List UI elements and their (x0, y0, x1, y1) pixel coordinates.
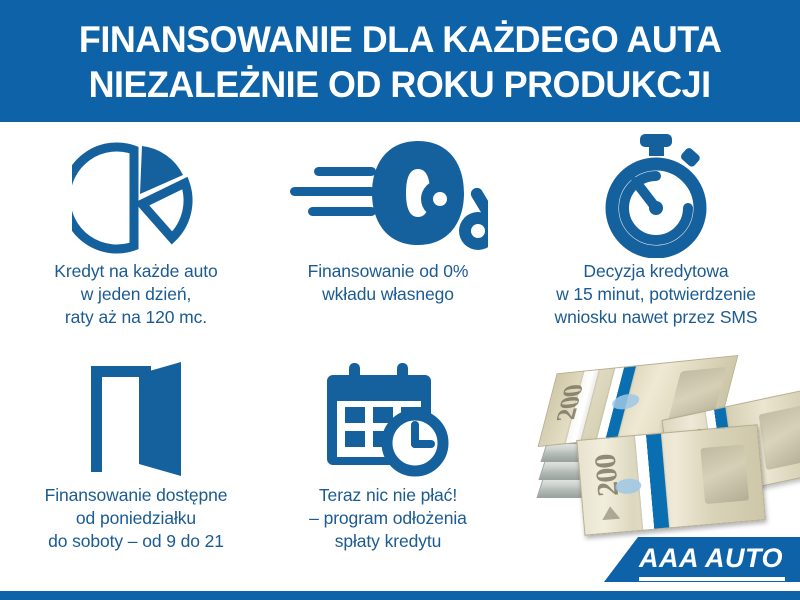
caption-line: wniosku nawet przez SMS (554, 307, 758, 327)
caption-line: w jeden dzień, (80, 284, 192, 304)
caption-line: Finansowanie dostępne (44, 485, 228, 505)
zero-percent-icon (288, 130, 488, 260)
caption-line: spłaty kredytu (334, 531, 442, 551)
banknote-bundle-front: 200 (576, 424, 766, 536)
caption-line: Finansowanie od 0% (307, 261, 469, 281)
feature-decision-time-caption: Decyzja kredytowa w 15 minut, potwierdze… (555, 260, 758, 329)
caption-line: – program odłożenia (309, 508, 467, 528)
bottom-accent-bar (0, 591, 800, 600)
feature-credit: Kredyt na każde auto w jeden dzień, raty… (0, 130, 272, 329)
caption-line: Teraz nic nie płać! (318, 485, 458, 505)
stopwatch-icon (594, 130, 718, 260)
pie-chart-icon (72, 130, 200, 260)
headline-line-1: FINANSOWANIE DLA KAŻDEGO AUTA (78, 19, 722, 60)
caption-line: od poniedziałku (75, 508, 197, 528)
header-banner: FINANSOWANIE DLA KAŻDEGO AUTA NIEZALEŻNI… (0, 0, 800, 122)
feature-credit-caption: Kredyt na każde auto w jeden dzień, raty… (54, 260, 217, 329)
caption-line: w 15 minut, potwierdzenie (556, 284, 756, 304)
banknote-portrait (758, 405, 800, 471)
headline-line-2: NIEZALEŻNIE OD ROKU PRODUKCJI (88, 64, 712, 105)
feature-zero-percent: Finansowanie od 0% wkładu własnego (262, 130, 514, 306)
caption-line: Kredyt na każde auto (54, 261, 218, 281)
banknote-portrait (700, 444, 750, 505)
caption-line: wkładu własnego (322, 284, 454, 304)
banknote-stacks-image: 200 200 200 (516, 355, 800, 538)
logo-inner: AAA AUTO (621, 542, 785, 581)
feature-zero-percent-caption: Finansowanie od 0% wkładu własnego (308, 260, 469, 306)
logo-underline (639, 576, 785, 581)
feature-deferred-payment: Teraz nic nie płać! – program odłożenia … (262, 354, 514, 553)
feature-opening-hours: Finansowanie dostępne od poniedziałku do… (0, 354, 272, 553)
aaa-auto-logo[interactable]: AAA AUTO (604, 537, 800, 582)
feature-decision-time: Decyzja kredytowa w 15 minut, potwierdze… (512, 130, 800, 329)
feature-opening-hours-caption: Finansowanie dostępne od poniedziałku do… (45, 484, 228, 553)
caption-line: raty aż na 120 mc. (64, 307, 208, 327)
feature-deferred-payment-caption: Teraz nic nie płać! – program odłożenia … (309, 484, 467, 553)
banknote-hologram (614, 477, 642, 495)
calendar-clock-icon (325, 354, 451, 484)
logo-text: AAA AUTO (639, 542, 783, 573)
caption-line: Decyzja kredytowa (583, 261, 729, 281)
banknote-band (634, 424, 671, 536)
caption-line: do soboty – od 9 do 21 (48, 531, 224, 551)
open-door-icon (81, 354, 191, 484)
feature-grid: Kredyt na każde auto w jeden dzień, raty… (0, 122, 800, 592)
banknote-triangle-mark (601, 505, 621, 521)
